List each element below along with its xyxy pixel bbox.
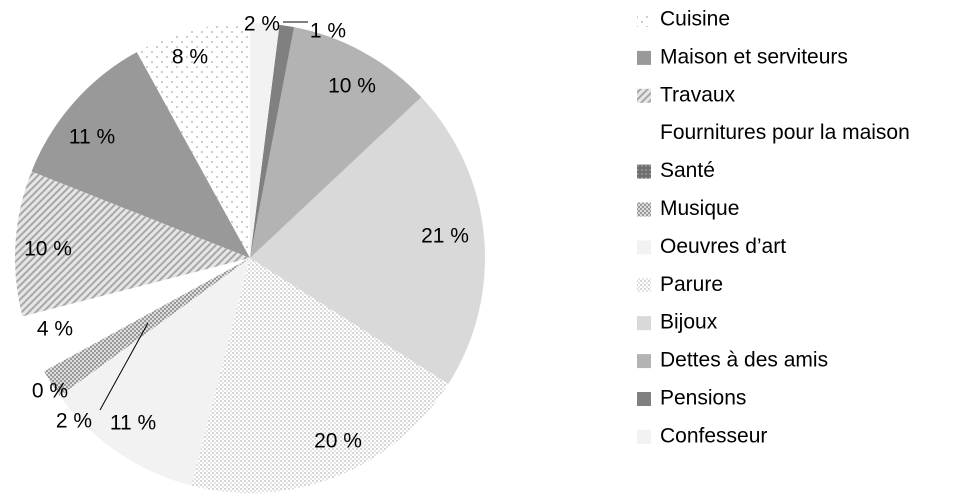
pie-slice: [44, 258, 250, 397]
legend-label: Musique: [660, 197, 739, 220]
pie-slice: [250, 27, 422, 259]
legend-swatch: [637, 164, 651, 179]
pie-slice: [14, 171, 250, 317]
legend-swatch: [637, 278, 651, 293]
legend-label: Travaux: [660, 83, 736, 106]
legend-label: Parure: [660, 273, 723, 296]
legend-swatch: [637, 50, 651, 65]
legend-swatch: [637, 240, 651, 255]
legend-swatch: [637, 354, 651, 369]
legend-swatch: [637, 316, 651, 331]
data-label: 0 %: [32, 380, 68, 403]
legend-label: Cuisine: [660, 8, 730, 31]
legend-label: Confesseur: [660, 424, 767, 447]
pie-slice: [59, 258, 250, 486]
data-label: 11 %: [69, 126, 115, 149]
data-label: 10 %: [328, 75, 376, 98]
legend-label: Santé: [660, 159, 715, 182]
legend-swatch: [637, 429, 651, 444]
data-label: 8 %: [172, 46, 208, 69]
legend-label: Bijoux: [660, 311, 718, 334]
legend: Cuisine Maison et serviteurs Travaux Fourni…: [637, 8, 910, 447]
data-label: 4 %: [37, 318, 73, 341]
legend-label: Oeuvres d’art: [660, 235, 786, 258]
data-label: 2 %: [56, 410, 92, 433]
data-labels: 8 % 11 % 10 % 4 % 0 % 2 % 11 % 20 % 21 % 10 % 1 % 2…: [24, 13, 469, 453]
pie: [14, 23, 485, 493]
legend-swatch: [637, 126, 651, 141]
legend-label: Pensions: [660, 387, 746, 410]
legend-swatch: [637, 392, 651, 406]
data-label: 10 %: [24, 238, 72, 261]
pie-slice: [136, 23, 250, 258]
legend-swatch: [637, 13, 651, 27]
legend-swatch: [637, 202, 651, 217]
data-label: 2 %: [244, 13, 280, 36]
legend-label: Dettes à des amis: [660, 349, 828, 372]
pie-slice: [31, 52, 250, 258]
leader-line: [99, 322, 149, 411]
data-label: 21 %: [421, 225, 469, 248]
pie-slice: [250, 97, 485, 384]
pie-slice: [250, 23, 280, 258]
legend-swatch: [637, 88, 651, 103]
pie-slice: [250, 24, 295, 259]
pie-slice: [22, 258, 250, 372]
data-label: 20 %: [314, 430, 362, 453]
data-label: 1 %: [310, 20, 346, 43]
legend-label: Maison et serviteurs: [660, 45, 848, 68]
data-label: 11 %: [110, 412, 156, 435]
pie-slice: [191, 258, 449, 493]
legend-label: Fournitures pour la maison: [660, 121, 910, 144]
